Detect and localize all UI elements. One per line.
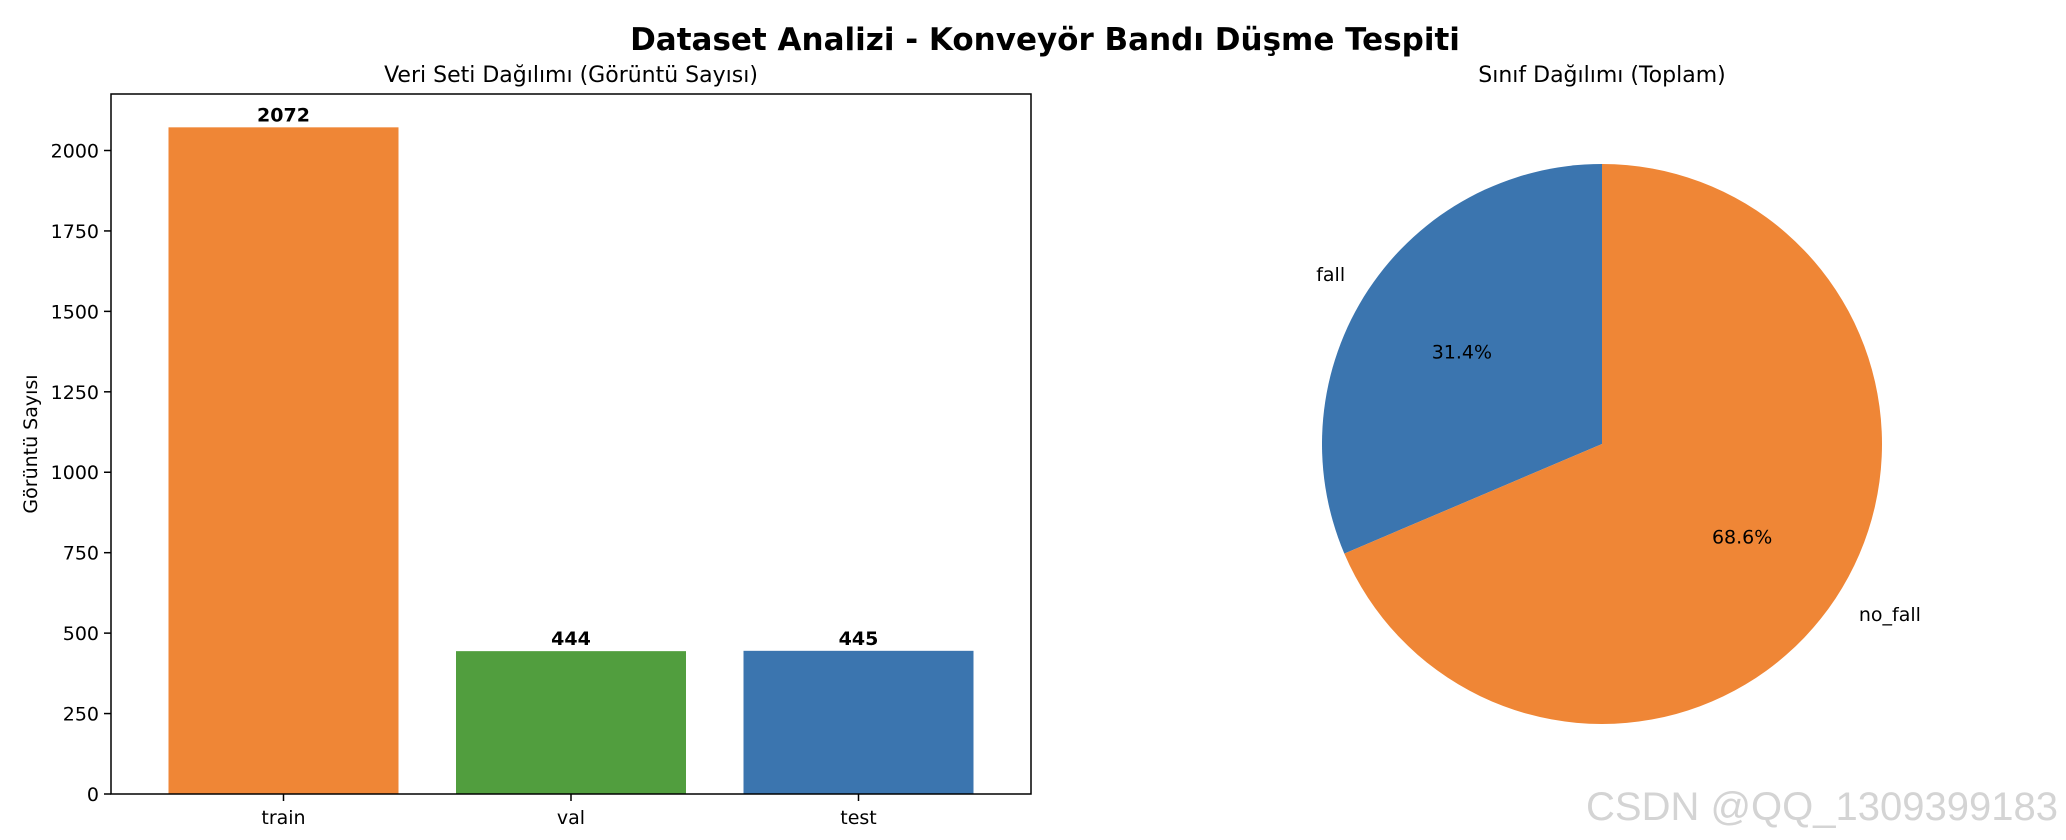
pie-percent-label: 68.6% [1712,527,1772,549]
x-tick-label: val [557,807,585,829]
watermark: CSDN @QQ_1309399183 [1586,785,2058,829]
bar-y-axis-label: Görüntü Sayısı [20,374,42,513]
pie-percent-label: 31.4% [1432,341,1492,363]
bar-test [743,650,974,794]
pie-slices [1322,163,1882,724]
pie-category-label: no_fall [1859,604,1921,626]
bar-value-label: 444 [551,628,591,650]
pie-category-label: fall [1316,264,1345,286]
bar-chart-title: Veri Seti Dağılımı (Görüntü Sayısı) [384,63,758,88]
pie-slice-fall [1322,164,1602,554]
pie-labels: fall 31.4% no_fall 68.6% [1316,264,1921,626]
bar-chart: Veri Seti Dağılımı (Görüntü Sayısı) 0 250… [20,63,1032,829]
bar-value-label: 445 [839,628,879,650]
bar-y-ticks: 0 250 500 750 1000 1250 1500 1750 2000 [51,140,111,806]
x-tick-label: train [261,807,305,829]
y-tick-label: 500 [63,623,99,645]
pie-chart: Sınıf Dağılımı (Toplam) fall 31.4% no_fall… [1316,63,1921,724]
x-tick-label: test [840,807,877,829]
pie-slice-no_fall [1344,163,1882,724]
y-tick-label: 0 [87,784,99,806]
y-tick-label: 1250 [51,382,99,404]
pie-chart-title: Sınıf Dağılımı (Toplam) [1478,63,1725,88]
y-tick-label: 1500 [51,301,99,323]
y-tick-label: 1750 [51,221,99,243]
y-tick-label: 2000 [51,140,99,162]
bar-train [168,127,399,795]
bar-val [456,651,686,794]
y-tick-label: 1000 [51,462,99,484]
y-tick-label: 750 [63,543,99,565]
bar-series: 2072 444 445 [168,104,974,795]
bar-value-label: 2072 [257,104,310,126]
figure-title: Dataset Analizi - Konveyör Bandı Düşme T… [630,22,1460,58]
bar-x-ticks: train val test [261,794,877,829]
bar-axes-frame [110,93,1032,795]
y-tick-label: 250 [63,704,99,726]
